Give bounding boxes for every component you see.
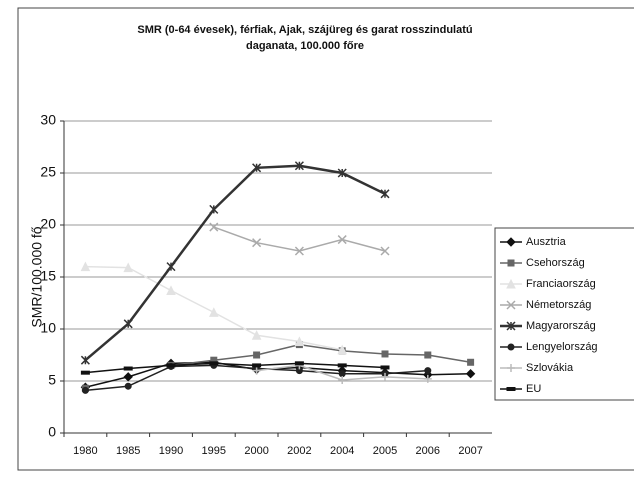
- series-line: [170, 343, 471, 367]
- marker: [123, 366, 133, 371]
- marker: [166, 262, 176, 272]
- marker: [123, 262, 134, 273]
- marker: [80, 261, 91, 272]
- marker: [506, 321, 516, 331]
- y-tick-label: 5: [48, 372, 56, 388]
- x-tick-label: 2000: [244, 445, 268, 457]
- marker: [337, 235, 347, 245]
- marker: [506, 300, 516, 310]
- marker: [424, 367, 432, 375]
- marker: [209, 361, 219, 366]
- marker: [252, 163, 262, 173]
- marker: [506, 278, 516, 289]
- legend-label: Németország: [526, 299, 591, 311]
- marker: [467, 358, 475, 366]
- marker: [337, 344, 348, 355]
- marker: [294, 161, 304, 171]
- y-tick-label: 0: [48, 424, 56, 440]
- marker: [424, 351, 432, 359]
- marker: [338, 375, 347, 384]
- marker: [381, 350, 389, 358]
- marker: [252, 363, 262, 368]
- marker: [166, 363, 176, 368]
- marker: [123, 372, 133, 382]
- marker: [338, 370, 346, 378]
- marker: [294, 336, 305, 346]
- marker: [252, 238, 262, 248]
- marker: [81, 386, 89, 394]
- marker: [337, 363, 347, 368]
- marker: [80, 370, 90, 375]
- x-tick-label: 1990: [159, 445, 183, 457]
- x-tick-label: 1995: [202, 445, 226, 457]
- y-axis-label: SMR/100.000 fő: [29, 226, 45, 327]
- x-tick-label: 2006: [416, 445, 440, 457]
- marker: [252, 366, 261, 375]
- marker: [465, 369, 476, 379]
- marker: [294, 246, 304, 256]
- marker: [381, 372, 389, 381]
- marker: [380, 365, 390, 370]
- legend-box: [494, 227, 634, 401]
- legend-label: Franciaország: [526, 278, 596, 290]
- x-tick-label: 2004: [330, 445, 354, 457]
- marker: [123, 319, 133, 329]
- chart-title: daganata, 100.000 főre: [246, 40, 364, 52]
- legend-label: Ausztria: [526, 236, 567, 248]
- marker: [253, 351, 261, 359]
- marker: [209, 204, 219, 214]
- x-tick-label: 2005: [373, 445, 397, 457]
- series-line: [85, 362, 386, 374]
- y-tick-label: 25: [40, 164, 56, 180]
- marker: [506, 387, 516, 391]
- marker: [423, 374, 432, 383]
- legend-label: EU: [526, 383, 541, 395]
- marker: [80, 355, 90, 365]
- y-tick-label: 15: [40, 268, 56, 284]
- x-tick-label: 1985: [116, 445, 140, 457]
- marker: [506, 237, 516, 247]
- marker: [380, 246, 390, 256]
- chart-title: SMR (0-64 évesek), férfiak, Ajak, szájür…: [137, 24, 472, 36]
- marker: [124, 382, 132, 390]
- marker: [380, 189, 390, 199]
- marker: [209, 222, 219, 232]
- marker: [251, 330, 262, 340]
- legend-label: Szlovákia: [526, 362, 574, 374]
- marker: [507, 259, 515, 267]
- marker: [208, 307, 219, 317]
- y-tick-label: 30: [40, 112, 56, 128]
- y-tick-label: 10: [40, 320, 56, 336]
- legend-label: Lengyelország: [526, 341, 598, 353]
- x-tick-label: 2007: [458, 445, 482, 457]
- marker: [166, 285, 176, 296]
- legend-label: Csehország: [526, 257, 585, 269]
- marker: [507, 343, 515, 351]
- marker: [507, 364, 515, 372]
- marker: [337, 168, 347, 178]
- x-tick-label: 2002: [287, 445, 311, 457]
- y-tick-label: 20: [40, 216, 56, 232]
- x-tick-label: 1980: [73, 445, 97, 457]
- series-line: [84, 164, 386, 362]
- marker: [294, 361, 304, 366]
- legend-label: Magyarország: [526, 320, 596, 332]
